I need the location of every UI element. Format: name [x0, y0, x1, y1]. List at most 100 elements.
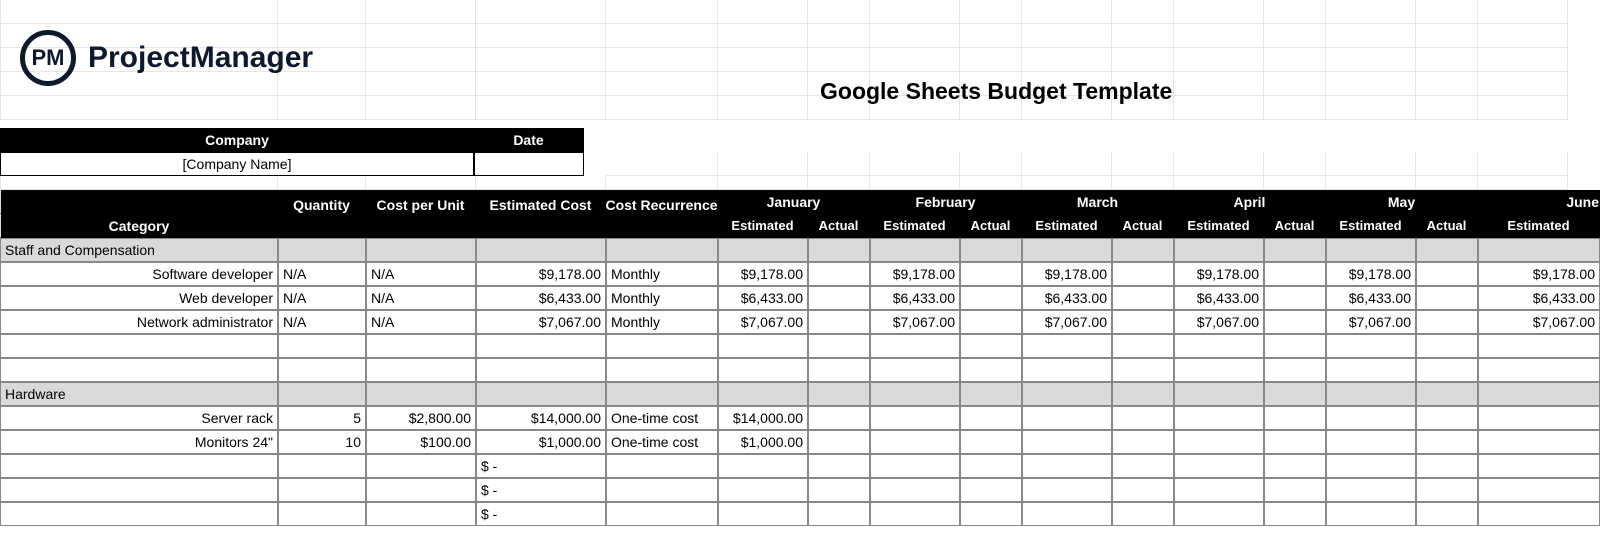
table-cell[interactable]	[476, 358, 606, 382]
table-cell[interactable]	[1174, 406, 1264, 430]
table-cell[interactable]	[1264, 262, 1326, 286]
table-cell[interactable]: $7,067.00	[1326, 310, 1416, 334]
table-cell[interactable]	[870, 502, 960, 526]
table-cell[interactable]	[1416, 262, 1478, 286]
table-cell[interactable]	[1416, 406, 1478, 430]
table-cell[interactable]	[366, 502, 476, 526]
table-cell[interactable]	[718, 502, 808, 526]
table-cell[interactable]	[808, 358, 870, 382]
table-cell[interactable]: $14,000.00	[476, 406, 606, 430]
table-cell[interactable]	[606, 502, 718, 526]
table-cell[interactable]	[1022, 406, 1112, 430]
table-cell[interactable]: One-time cost	[606, 406, 718, 430]
table-cell[interactable]: $2,800.00	[366, 406, 476, 430]
table-cell[interactable]: $7,067.00	[1022, 310, 1112, 334]
table-cell[interactable]: N/A	[278, 310, 366, 334]
table-cell[interactable]	[1174, 454, 1264, 478]
table-cell[interactable]	[1022, 430, 1112, 454]
table-cell[interactable]: $7,067.00	[870, 310, 960, 334]
table-cell[interactable]	[278, 502, 366, 526]
table-cell[interactable]	[1326, 334, 1416, 358]
table-cell[interactable]	[0, 502, 278, 526]
table-cell[interactable]	[1112, 286, 1174, 310]
table-cell[interactable]	[960, 430, 1022, 454]
table-cell[interactable]: 5	[278, 406, 366, 430]
table-cell[interactable]: Web developer	[0, 286, 278, 310]
table-cell[interactable]	[1478, 358, 1600, 382]
table-cell[interactable]	[1174, 502, 1264, 526]
table-cell[interactable]	[366, 478, 476, 502]
table-cell[interactable]: N/A	[366, 262, 476, 286]
table-cell[interactable]	[366, 238, 476, 262]
table-cell[interactable]: $7,067.00	[1478, 310, 1600, 334]
table-cell[interactable]	[1478, 502, 1600, 526]
table-cell[interactable]	[476, 382, 606, 406]
table-cell[interactable]: $9,178.00	[1326, 262, 1416, 286]
table-cell[interactable]	[1264, 430, 1326, 454]
table-cell[interactable]	[1416, 286, 1478, 310]
table-cell[interactable]	[808, 478, 870, 502]
table-cell[interactable]	[1022, 502, 1112, 526]
table-cell[interactable]: Software developer	[0, 262, 278, 286]
table-cell[interactable]	[1112, 406, 1174, 430]
table-cell[interactable]	[1112, 358, 1174, 382]
table-cell[interactable]	[960, 454, 1022, 478]
table-cell[interactable]	[718, 454, 808, 478]
table-cell[interactable]: $6,433.00	[1174, 286, 1264, 310]
table-cell[interactable]	[870, 430, 960, 454]
table-cell[interactable]	[808, 502, 870, 526]
table-cell[interactable]	[960, 358, 1022, 382]
table-cell[interactable]: Monthly	[606, 262, 718, 286]
table-cell[interactable]: $100.00	[366, 430, 476, 454]
table-cell[interactable]	[808, 286, 870, 310]
table-cell[interactable]	[1264, 454, 1326, 478]
table-cell[interactable]	[1326, 406, 1416, 430]
table-cell[interactable]	[1416, 478, 1478, 502]
table-cell[interactable]	[870, 358, 960, 382]
table-cell[interactable]	[1478, 454, 1600, 478]
table-cell[interactable]: 10	[278, 430, 366, 454]
table-cell[interactable]	[1264, 286, 1326, 310]
table-cell[interactable]	[1416, 334, 1478, 358]
table-cell[interactable]	[1022, 334, 1112, 358]
table-cell[interactable]	[1416, 502, 1478, 526]
table-cell[interactable]	[278, 238, 366, 262]
table-cell[interactable]: Monitors 24"	[0, 430, 278, 454]
table-cell[interactable]	[606, 478, 718, 502]
table-cell[interactable]	[1174, 478, 1264, 502]
table-cell[interactable]	[1112, 478, 1174, 502]
table-cell[interactable]	[1416, 310, 1478, 334]
table-cell[interactable]: N/A	[278, 286, 366, 310]
table-cell[interactable]: $7,067.00	[476, 310, 606, 334]
table-cell[interactable]	[0, 358, 278, 382]
table-cell[interactable]	[1264, 310, 1326, 334]
table-cell[interactable]	[1264, 358, 1326, 382]
table-cell[interactable]	[366, 382, 476, 406]
table-cell[interactable]	[1112, 454, 1174, 478]
table-cell[interactable]	[1174, 358, 1264, 382]
table-cell[interactable]	[960, 478, 1022, 502]
table-cell[interactable]	[1112, 262, 1174, 286]
table-cell[interactable]	[1264, 334, 1326, 358]
table-cell[interactable]	[278, 334, 366, 358]
table-cell[interactable]	[960, 334, 1022, 358]
table-cell[interactable]	[1416, 454, 1478, 478]
table-cell[interactable]	[0, 334, 278, 358]
table-cell[interactable]: N/A	[366, 286, 476, 310]
table-cell[interactable]	[1416, 430, 1478, 454]
table-cell[interactable]	[0, 454, 278, 478]
table-cell[interactable]: N/A	[366, 310, 476, 334]
table-cell[interactable]: Server rack	[0, 406, 278, 430]
table-cell[interactable]: $6,433.00	[1022, 286, 1112, 310]
table-cell[interactable]	[278, 358, 366, 382]
table-cell[interactable]	[870, 454, 960, 478]
table-cell[interactable]: $6,433.00	[1326, 286, 1416, 310]
table-cell[interactable]: $9,178.00	[718, 262, 808, 286]
table-cell[interactable]	[718, 334, 808, 358]
table-cell[interactable]	[808, 430, 870, 454]
table-cell[interactable]	[366, 454, 476, 478]
table-cell[interactable]: $6,433.00	[718, 286, 808, 310]
table-cell[interactable]	[1112, 502, 1174, 526]
table-cell[interactable]: $ -	[476, 502, 606, 526]
table-cell[interactable]	[1478, 334, 1600, 358]
